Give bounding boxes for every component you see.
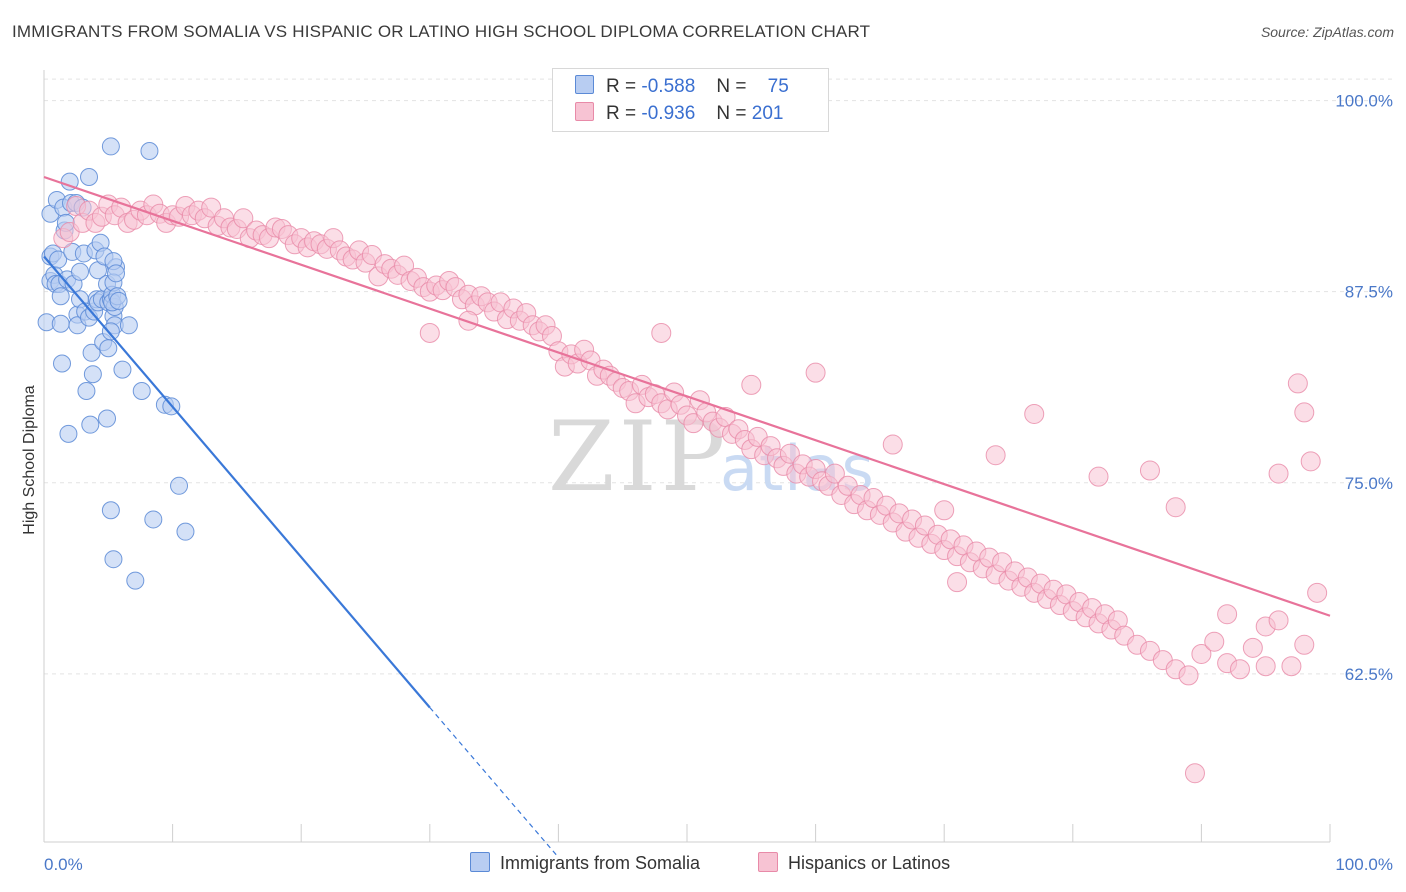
hispanic-point	[1139, 460, 1160, 481]
grid-lines	[44, 78, 1392, 675]
y-tick-label: 75.0%	[1345, 474, 1393, 493]
hispanic-point	[1024, 403, 1045, 424]
hispanic-point	[947, 572, 968, 593]
legend-n-label: N =	[716, 76, 747, 97]
somalia-point	[59, 424, 78, 443]
hispanic-point	[1294, 634, 1315, 655]
somalia-point	[176, 522, 195, 541]
somalia-point	[170, 476, 189, 495]
trend-lines	[43, 175, 1331, 858]
hispanic-point	[779, 443, 800, 464]
somalia-trend-extension	[429, 707, 559, 858]
somalia-point	[83, 365, 102, 384]
hispanic-point	[233, 208, 254, 229]
hispanic-point	[1088, 466, 1109, 487]
chart-source: Source: ZipAtlas.com	[1260, 24, 1394, 40]
hispanic-point	[1165, 497, 1186, 518]
bottom-legend-swatch-somalia	[470, 852, 490, 872]
hispanic-point	[1268, 463, 1289, 484]
hispanic-point	[1242, 637, 1263, 658]
y-tick-label: 100.0%	[1335, 92, 1393, 111]
hispanic-point	[985, 445, 1006, 466]
hispanic-point	[1204, 631, 1225, 652]
somalia-point	[81, 415, 100, 434]
somalia-point	[53, 354, 72, 373]
hispanic-point	[934, 500, 955, 521]
somalia-point	[144, 510, 163, 529]
hispanic-point	[651, 322, 672, 343]
somalia-point	[49, 250, 68, 269]
hispanic-point	[1294, 402, 1315, 423]
somalia-point	[80, 168, 99, 187]
legend-n-value: 201	[751, 103, 784, 124]
legend-n-label: N =	[716, 103, 747, 124]
somalia-point	[82, 343, 101, 362]
legend-r-value: -0.588	[641, 76, 696, 97]
hispanic-point	[882, 434, 903, 455]
somalia-point	[126, 571, 145, 590]
somalia-point	[101, 501, 120, 520]
somalia-point	[132, 382, 151, 401]
bottom-legend-hispanic: Hispanics or Latinos	[758, 852, 950, 874]
hispanic-point	[1268, 610, 1289, 631]
somalia-point	[77, 382, 96, 401]
hispanic-point	[1300, 451, 1321, 472]
hispanic-point	[1255, 656, 1276, 677]
legend-r-label: R =	[606, 76, 637, 97]
y-tick-label: 62.5%	[1345, 665, 1393, 684]
series-hispanic-points	[53, 194, 1328, 784]
x-tick-label: 100.0%	[1335, 855, 1393, 874]
legend-r-value: -0.936	[641, 103, 696, 124]
correlation-legend: R = -0.588 N = 75 R = -0.936 N = 201	[552, 68, 829, 132]
legend-swatch-hispanic	[575, 102, 594, 121]
hispanic-point	[1217, 604, 1238, 625]
somalia-point	[104, 550, 123, 569]
hispanic-trend-line	[43, 175, 1331, 617]
hispanic-point	[741, 374, 762, 395]
somalia-point	[119, 316, 138, 335]
hispanic-point	[1229, 659, 1250, 680]
axes	[43, 70, 1331, 843]
hispanic-point	[1178, 665, 1199, 686]
somalia-point	[60, 172, 79, 191]
somalia-point	[101, 137, 120, 156]
somalia-point	[101, 322, 120, 341]
bottom-legend-label: Hispanics or Latinos	[788, 853, 951, 873]
bottom-legend-somalia: Immigrants from Somalia	[470, 852, 700, 874]
hispanic-point	[805, 362, 826, 383]
somalia-point	[98, 409, 117, 428]
hispanic-point	[1191, 643, 1212, 664]
somalia-point	[109, 291, 128, 310]
tick-labels: 62.5% 75.0% 87.5% 100.0% 0.0% 100.0%	[44, 92, 1393, 874]
legend-r-label: R =	[606, 103, 637, 124]
somalia-point	[71, 262, 90, 281]
hispanic-point	[824, 463, 845, 484]
somalia-point	[51, 314, 70, 333]
somalia-trend-line	[43, 255, 431, 709]
hispanic-point	[1307, 582, 1328, 603]
legend-n-value: 75	[767, 76, 789, 97]
legend-row-somalia: R = -0.588 N = 75	[575, 75, 789, 99]
somalia-point	[113, 360, 132, 379]
y-axis-label: High School Diploma	[21, 385, 38, 535]
hispanic-point	[1287, 373, 1308, 394]
legend-swatch-somalia	[575, 75, 594, 94]
hispanic-point	[201, 197, 222, 218]
y-tick-label: 87.5%	[1345, 283, 1393, 302]
hispanic-point	[1184, 763, 1205, 784]
bottom-legend-label: Immigrants from Somalia	[500, 853, 701, 873]
bottom-legend-swatch-hispanic	[758, 852, 778, 872]
somalia-point	[99, 339, 118, 358]
somalia-point	[140, 142, 159, 161]
somalia-point	[107, 264, 126, 283]
somalia-point	[51, 287, 70, 306]
chart-title: IMMIGRANTS FROM SOMALIA VS HISPANIC OR L…	[12, 22, 871, 41]
hispanic-point	[1281, 656, 1302, 677]
hispanic-point	[419, 322, 440, 343]
legend-row-hispanic: R = -0.936 N = 201	[575, 102, 783, 126]
x-tick-label: 0.0%	[44, 855, 83, 874]
